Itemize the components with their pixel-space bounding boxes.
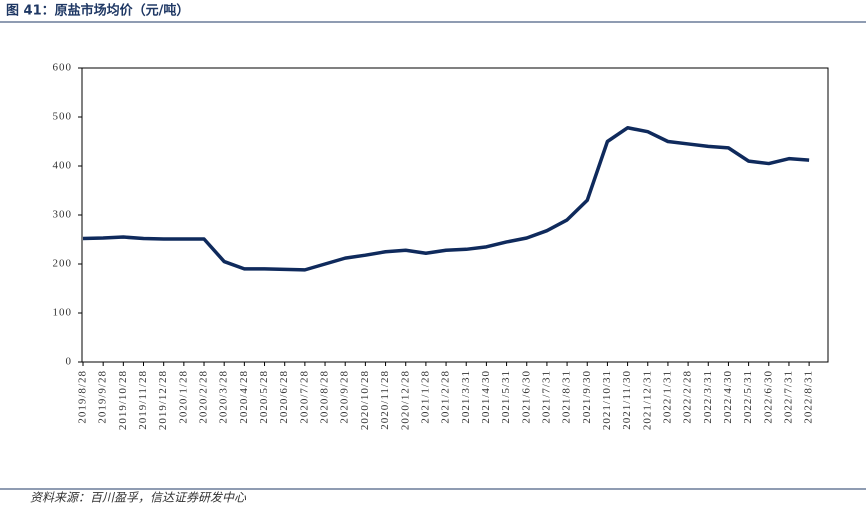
y-tick-label: 0 [66,356,73,368]
x-tick-label: 2020/8/28 [319,370,331,424]
x-tick-label: 2021/7/31 [540,370,552,424]
x-tick-label: 2021/11/30 [621,370,633,430]
x-tick-label: 2021/5/31 [500,370,512,424]
x-tick-label: 2021/9/30 [581,370,593,424]
y-tick-label: 300 [53,209,73,221]
x-tick-label: 2020/7/28 [298,370,310,424]
x-tick-label: 2021/12/31 [641,370,653,430]
x-tick-label: 2019/9/28 [97,370,109,424]
chart-title: 图 41：原盐市场均价（元/吨） [6,3,189,19]
price-line [82,126,810,272]
x-tick-label: 2021/2/28 [440,370,452,424]
x-tick-label: 2021/10/31 [601,370,613,430]
y-tick-label: 200 [53,258,73,270]
x-tick-label: 2021/3/31 [460,370,472,424]
x-tick-label: 2019/12/28 [157,370,169,430]
x-tick-label: 2022/7/31 [782,370,794,424]
x-tick-label: 2019/8/28 [77,370,89,424]
x-tick-label: 2022/3/31 [702,370,714,424]
x-tick-label: 2020/6/28 [278,370,290,424]
x-tick-label: 2020/3/28 [218,370,230,424]
x-tick-label: 2020/12/28 [399,370,411,430]
x-tick-label: 2022/5/31 [742,370,754,424]
x-tick-label: 2020/2/28 [198,370,210,424]
plot-frame [81,67,829,363]
x-tick-label: 2022/2/28 [682,370,694,424]
x-tick-label: 2020/11/28 [379,370,391,430]
x-tick-label: 2019/11/28 [137,370,149,430]
x-tick-label: 2022/1/31 [661,370,673,424]
x-tick-label: 2021/1/28 [419,370,431,424]
x-tick-label: 2020/5/28 [258,370,270,424]
x-tick-label: 2020/1/28 [177,370,189,424]
x-tick-label: 2020/9/28 [339,370,351,424]
x-tick-label: 2021/8/31 [561,370,573,424]
x-tick-label: 2021/4/30 [480,370,492,424]
x-tick-label: 2019/10/28 [117,370,129,430]
x-tick-label: 2022/8/31 [803,370,815,424]
x-tick-label: 2020/4/28 [238,370,250,424]
x-tick-label: 2022/4/30 [722,370,734,424]
x-tick-label: 2020/10/28 [359,370,371,430]
x-tick-label: 2021/6/30 [520,370,532,424]
y-tick-label: 400 [53,160,73,172]
y-tick-label: 100 [53,307,73,319]
source-note: 资料来源：百川盈孚，信达证券研发中心 [30,491,247,504]
y-tick-label: 600 [53,62,73,74]
y-tick-label: 500 [53,111,73,123]
x-tick-label: 2022/6/30 [762,370,774,424]
